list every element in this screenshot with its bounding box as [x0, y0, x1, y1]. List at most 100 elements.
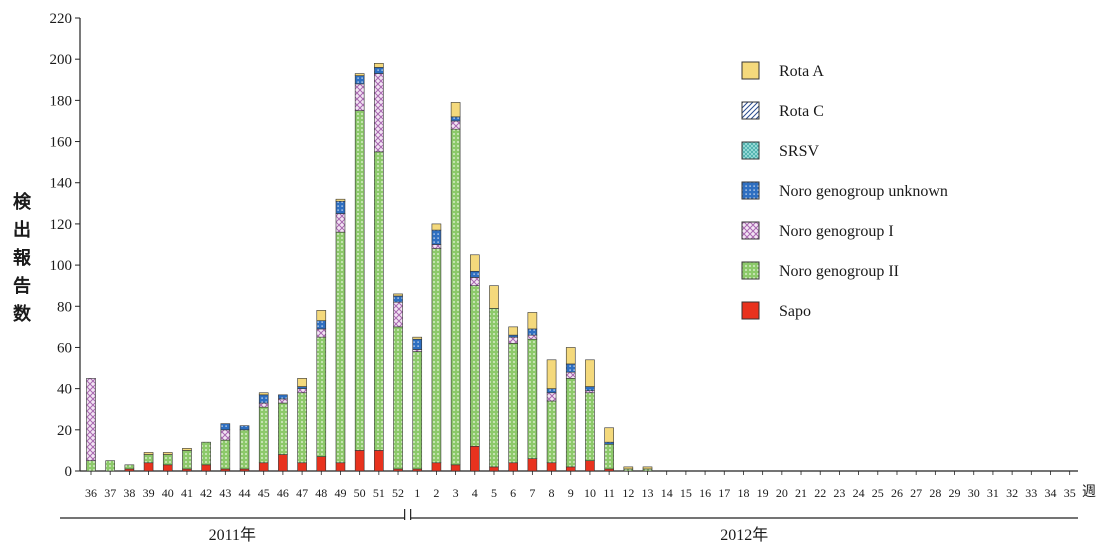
y-tick-label: 120	[50, 217, 73, 233]
x-tick-label: 5	[491, 486, 497, 500]
bar-segment	[220, 423, 231, 431]
bar-segment	[182, 448, 192, 451]
bar-segment	[354, 75, 365, 85]
bar-segment	[393, 293, 403, 297]
bar-segment	[546, 392, 557, 402]
legend-swatch	[741, 301, 760, 320]
x-tick-label: 2	[433, 486, 439, 500]
bar-segment	[143, 462, 154, 472]
legend-label: Noro genogroup I	[779, 223, 894, 240]
x-tick-label: 4	[472, 486, 478, 500]
bar-segment	[469, 270, 480, 278]
x-tick-label: 34	[1045, 486, 1057, 500]
bar-segment	[604, 443, 614, 470]
y-tick-label: 140	[50, 176, 73, 192]
legend-label: Noro genogroup II	[779, 263, 899, 280]
bar-segment	[527, 328, 538, 336]
bar-segment	[316, 456, 327, 472]
bar-segment	[105, 460, 115, 472]
x-tick-label: 35	[1064, 486, 1076, 500]
bar-segment	[450, 102, 461, 118]
bar-segment	[527, 312, 538, 330]
x-tick-label: 42	[200, 486, 212, 500]
bar-segment	[431, 223, 442, 231]
y-tick-label: 100	[50, 258, 73, 274]
x-tick-label: 8	[549, 486, 555, 500]
bar-segment	[585, 386, 595, 391]
bar-segment	[297, 388, 307, 394]
x-tick-label: 29	[949, 486, 961, 500]
bar-segment	[565, 466, 576, 472]
x-tick-label: 27	[910, 486, 922, 500]
x-tick-label: 3	[453, 486, 459, 500]
x-tick-label: 52	[392, 486, 404, 500]
x-tick-label: 36	[85, 486, 97, 500]
bar-segment	[316, 310, 327, 321]
bar-segment	[297, 378, 307, 387]
legend-swatch	[741, 101, 760, 120]
bar-segment	[546, 388, 557, 394]
bar-segment	[469, 285, 480, 447]
bar-segment	[450, 464, 461, 472]
x-tick-label: 1	[414, 486, 420, 500]
y-tick-label: 160	[50, 135, 73, 151]
bar-segment	[239, 425, 250, 431]
bar-segment	[354, 73, 365, 76]
y-tick-label: 60	[57, 340, 72, 356]
bar-segment	[278, 398, 288, 404]
year-label: 2011年	[209, 526, 256, 544]
legend-swatch	[741, 61, 760, 80]
bar-segment	[431, 248, 442, 464]
bar-segment	[565, 363, 576, 373]
bar-segment	[278, 454, 288, 472]
bar-segment	[412, 336, 423, 340]
bar-segment	[508, 343, 518, 464]
bar-segment	[258, 392, 269, 396]
x-tick-label: 37	[104, 486, 116, 500]
bar-segment	[450, 116, 461, 122]
x-tick-label: 50	[354, 486, 366, 500]
x-tick-label: 15	[680, 486, 692, 500]
bar-segment	[508, 336, 518, 344]
legend-swatch	[741, 181, 760, 200]
bar-segment	[623, 466, 634, 470]
x-tick-label: 43	[219, 486, 231, 500]
x-tick-label: 51	[373, 486, 385, 500]
y-tick-label: 40	[57, 382, 72, 398]
x-tick-label: 18	[737, 486, 749, 500]
x-tick-label: 47	[296, 486, 308, 500]
x-tick-label: 31	[987, 486, 999, 500]
bar-segment	[182, 468, 192, 472]
bar-segment	[469, 445, 480, 472]
bar-segment	[604, 427, 614, 443]
bar-segment	[143, 452, 154, 455]
bar-segment	[201, 441, 211, 466]
bar-segment	[393, 301, 403, 328]
bar-segment	[374, 151, 384, 451]
bar-segment	[489, 466, 499, 472]
x-tick-label: 48	[315, 486, 327, 500]
bar-segment	[508, 462, 518, 472]
bar-segment	[489, 285, 499, 309]
x-tick-label: 17	[718, 486, 730, 500]
y-tick-label: 20	[57, 423, 72, 439]
x-tick-label: 33	[1025, 486, 1037, 500]
bar-segment	[335, 231, 346, 464]
bar-segment	[335, 198, 346, 202]
bar-segment	[508, 326, 518, 336]
bar-segment	[297, 462, 307, 472]
year-label: 2012年	[720, 526, 768, 544]
x-tick-label: 19	[757, 486, 769, 500]
legend-label: Rota A	[779, 63, 824, 80]
bar-segment	[124, 468, 135, 472]
x-tick-label: 38	[123, 486, 135, 500]
bar-segment	[374, 450, 384, 472]
bar-segment	[182, 450, 192, 470]
bar-segment	[162, 452, 173, 455]
x-tick-label: 11	[603, 486, 615, 500]
y-tick-label: 80	[57, 299, 72, 315]
bar-segment	[412, 468, 423, 472]
x-tick-label: 12	[622, 486, 634, 500]
bar-segment	[239, 429, 250, 470]
